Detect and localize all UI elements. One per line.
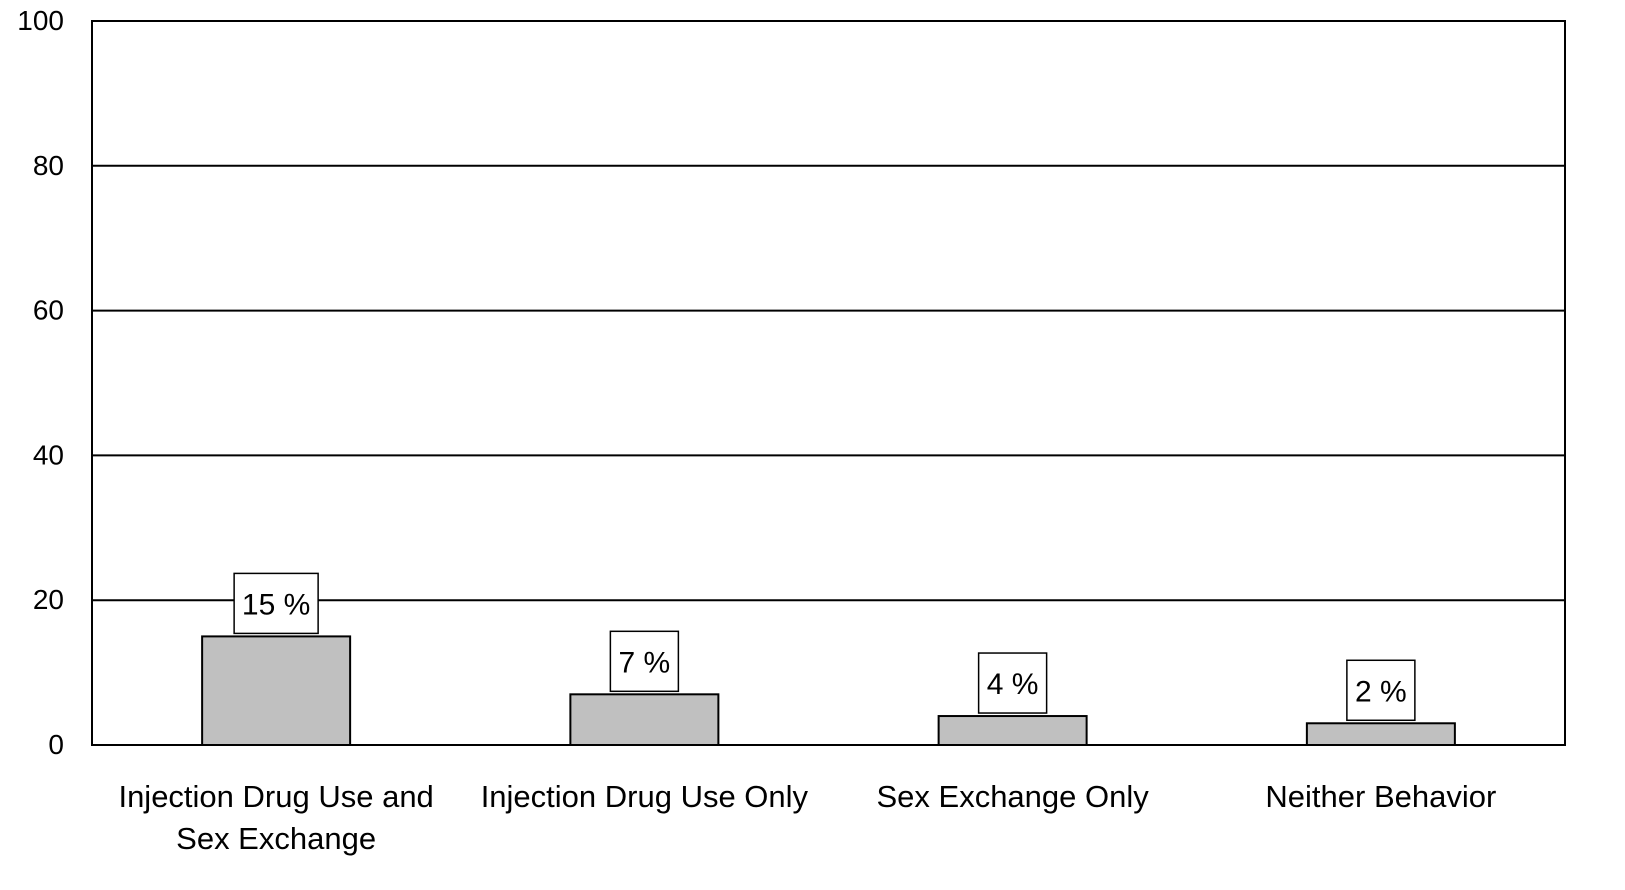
data-label-box [609, 630, 680, 693]
data-label-box [233, 572, 319, 635]
data-label: 4 % [987, 668, 1039, 701]
x-category-label: Sex Exchange Only [876, 779, 1149, 814]
y-tick-label: 40 [33, 439, 64, 470]
y-tick-label: 20 [33, 584, 64, 615]
y-tick-label: 60 [33, 295, 64, 326]
data-label: 15 % [242, 588, 310, 621]
bar [201, 635, 352, 747]
x-axis-categories: Injection Drug Use and Sex Exchange Inject… [118, 779, 1496, 856]
y-tick-label: 100 [17, 5, 64, 36]
x-category-label: Injection Drug Use Only [481, 779, 809, 814]
data-label-box [977, 652, 1048, 714]
x-category-label: Neither Behavior [1265, 779, 1496, 814]
bars [201, 635, 1456, 747]
bar [1305, 722, 1456, 747]
bar [937, 715, 1088, 746]
data-label-box [1346, 659, 1416, 722]
y-tick-label: 0 [48, 729, 64, 760]
bar [569, 693, 720, 747]
data-labels: 15 % 7 % 4 % 2 % [233, 572, 1416, 722]
gridlines [92, 164, 1565, 602]
data-label: 2 % [1355, 675, 1407, 708]
x-category-label: Injection Drug Use and [118, 779, 433, 814]
plot-frame [91, 20, 1566, 746]
y-axis-ticks: 0 20 40 60 80 100 [17, 5, 64, 760]
data-label: 7 % [619, 646, 671, 679]
x-category-label: Sex Exchange [176, 821, 376, 856]
y-tick-label: 80 [33, 150, 64, 181]
